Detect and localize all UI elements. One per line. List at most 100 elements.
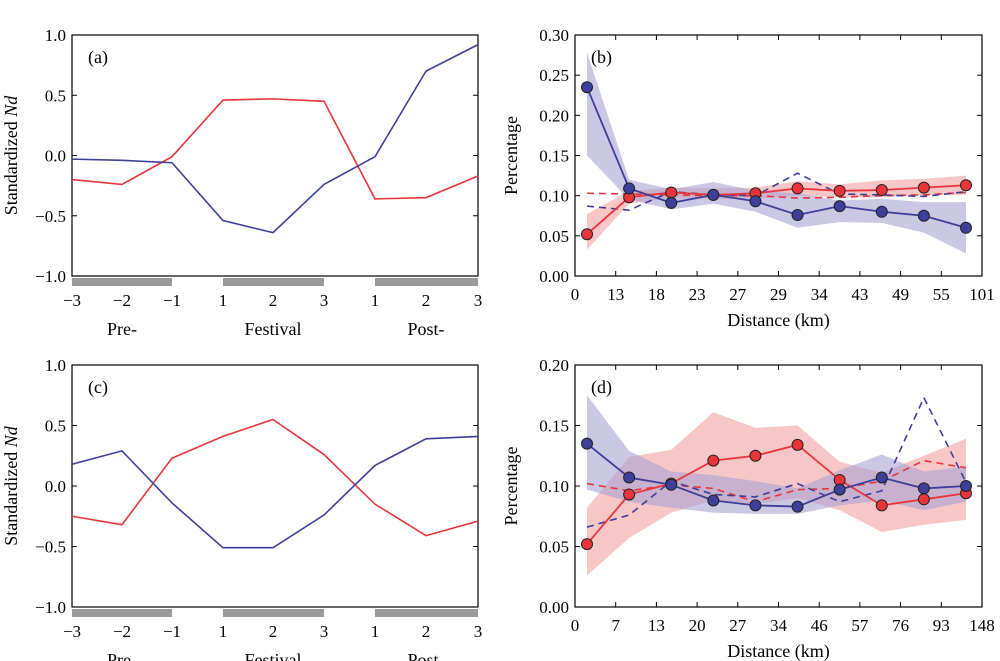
plot-frame [71,364,479,608]
red-data-point [665,186,678,199]
x-tick-label: 3 [474,622,483,641]
group-label-post: Post- [407,650,444,661]
panel-label: (b) [591,47,612,68]
x-tick-label: −3 [63,291,81,310]
red-data-point [749,449,762,462]
red-data-point [917,493,930,506]
x-tick-label: 43 [851,285,868,304]
blue-data-point [749,499,762,512]
period-bar [223,609,324,617]
blue-data-point [917,209,930,222]
blue-data-point [665,478,678,491]
blue-data-point [581,81,593,94]
x-tick-label: 49 [892,285,909,304]
blue-data-point [623,471,636,484]
x-tick-label: 2 [269,291,278,310]
y-tick-label: 0.25 [539,66,569,85]
x-tick-label: 0 [571,616,580,635]
x-tick-label: 55 [933,285,950,304]
red-data-point [791,182,804,195]
x-tick-label: 18 [648,285,665,304]
panel-a: 1.0 0.5 0.0 −0.5 −1.0 −3 −2 −1 1 2 3 1 2 3 Pre- Festiva… [1,26,482,339]
panel-b: 0.30 0.25 0.20 0.15 0.10 0.05 0.000 13 18 23 27 29 3… [501,26,995,331]
y-axis-label: Standardized Nd [1,95,21,215]
red-data-point [581,538,593,551]
blue-series-line [586,442,967,508]
x-tick-label: 3 [320,622,329,641]
x-tick-label: −3 [63,622,81,641]
panel-d: 0.20 0.15 0.10 0.05 0.000 7 13 20 27 34 46 57 76 93 14… [501,356,995,661]
y-tick-label: 0.20 [539,106,569,125]
red-series-line [71,98,479,200]
blue-data-point [875,471,888,484]
red-data-point [833,184,846,197]
blue-data-point [833,200,846,213]
y-tick-label: 0.0 [45,147,66,166]
y-tick-label: 0.00 [539,267,569,286]
blue-series-line [71,43,479,234]
blue-data-point [581,437,593,450]
plot-frame [71,34,479,277]
y-tick-label: 0.15 [539,147,569,166]
y-axis-label-italic: Nd [1,95,21,118]
blue-data-point [791,500,804,513]
blue-data-point [875,205,888,218]
red-data-point [623,488,636,501]
x-tick-label: −2 [113,622,131,641]
period-bar [223,278,324,286]
x-tick-label: −2 [113,291,131,310]
blue-data-point [917,482,930,495]
x-tick-label: 101 [969,285,995,304]
x-tick-label: −1 [163,291,181,310]
y-tick-label: −0.5 [35,207,66,226]
blue-series-line [71,435,479,549]
blue-data-point [749,195,762,208]
blue-data-point [707,188,720,201]
x-axis-label: Distance (km) [727,641,829,661]
x-tick-label: 2 [269,622,278,641]
red-dashed-line [586,459,967,503]
period-bar [375,609,478,617]
y-tick-label: 1.0 [45,356,66,375]
blue-data-point [833,483,846,496]
group-label-festival: Festival [245,319,302,339]
x-tick-label: 3 [474,291,483,310]
red-series-line [71,418,479,537]
blue-data-point [960,221,972,234]
period-bar [375,278,478,286]
blue-series-line [586,86,967,229]
blue-dashed-line [586,172,967,211]
red-data-point [791,438,804,451]
x-tick-label: 13 [648,616,665,635]
blue-data-point [623,182,636,195]
red-data-point [707,454,720,467]
panel-c: 1.0 0.5 0.0 −0.5 −1.0 −3 −2 −1 1 2 3 1 2 3 Pre- Festiva… [1,356,482,661]
panel-label: (d) [591,377,612,398]
blue-dashed-line [586,395,967,528]
x-tick-label: 7 [611,616,620,635]
x-tick-label: 2 [422,291,431,310]
x-tick-label: 46 [811,616,828,635]
x-tick-label: 1 [371,291,380,310]
red-series-line [586,443,967,545]
y-tick-label: 1.0 [45,26,66,45]
x-tick-label: 0 [571,285,580,304]
group-label-post: Post- [407,319,444,339]
red-data-point [960,179,972,192]
y-tick-label: 0.05 [539,538,569,557]
x-tick-label: −1 [163,622,181,641]
x-tick-label: 57 [851,616,869,635]
panel-label: (a) [88,47,108,68]
y-axis-label: Percentage [501,447,521,526]
x-tick-label: 34 [811,285,829,304]
group-label-pre: Pre- [107,319,137,339]
x-tick-label: 13 [607,285,624,304]
group-label-pre: Pre- [107,650,137,661]
blue-data-point [960,480,972,492]
red-data-point [875,184,888,197]
y-axis-label-text: Standardized [1,447,21,545]
red-data-point [875,499,888,512]
x-tick-label: 34 [770,616,788,635]
y-tick-label: 0.5 [45,86,66,105]
